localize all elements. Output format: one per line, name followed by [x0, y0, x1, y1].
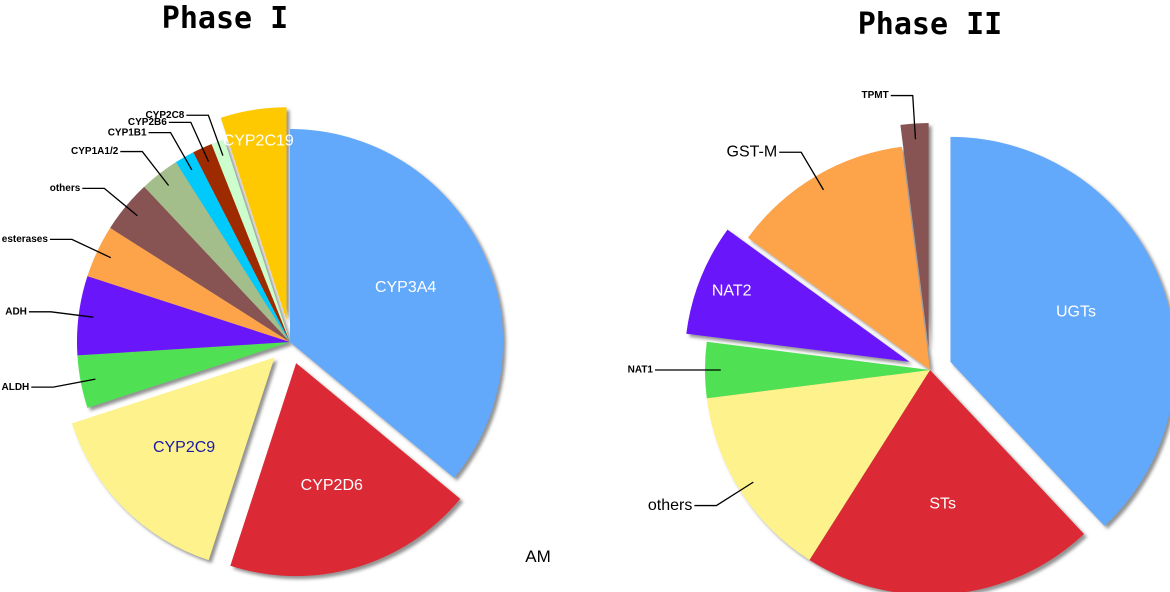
- slice-label: others: [50, 183, 81, 194]
- slice-label: others: [648, 497, 692, 514]
- slice-label: ADH: [5, 306, 27, 317]
- slice-label: CYP2C9: [153, 439, 215, 456]
- slice-label: NAT1: [628, 365, 654, 376]
- pie-slice: [110, 186, 291, 342]
- leader-line: [168, 121, 210, 162]
- slice-label: CYP2B6: [128, 117, 167, 128]
- pie-slice: [290, 129, 503, 478]
- pie-slice: [77, 276, 290, 356]
- annotation: AM: [525, 547, 551, 566]
- leader-line: [31, 378, 96, 388]
- slice-label: esterases: [2, 234, 49, 245]
- pie-slice: [686, 229, 910, 362]
- leader-line: [148, 132, 193, 171]
- pie-slice: [71, 357, 275, 561]
- slice-label: UGTs: [1056, 303, 1096, 320]
- slice-label: CYP2C19: [223, 133, 294, 150]
- leader-line: [779, 151, 825, 191]
- leader-line: [28, 311, 94, 318]
- chart-title: Phase II: [858, 7, 1003, 42]
- pie-slice: [705, 341, 930, 399]
- leader-line: [49, 238, 112, 259]
- pie-slice: [144, 162, 290, 342]
- pie-slice: [900, 123, 929, 349]
- slice-label: NAT2: [712, 283, 752, 300]
- chart-title: Phase I: [162, 1, 288, 36]
- pie-slice: [193, 143, 290, 342]
- pie: [686, 123, 1170, 592]
- leader-line: [186, 114, 224, 156]
- pie-slice: [230, 363, 461, 577]
- slice-label: CYP2C8: [145, 110, 184, 121]
- pie-slice: [77, 342, 290, 408]
- pie-slice: [87, 227, 291, 342]
- pie-slice: [950, 136, 1170, 526]
- pie-slice: [211, 139, 290, 342]
- slice-label: TPMT: [862, 90, 889, 101]
- pie-slice: [175, 152, 290, 342]
- slice-label: CYP1A1/2: [71, 146, 119, 157]
- leader-line: [890, 94, 917, 140]
- slice-label: STs: [929, 496, 956, 513]
- pie-slice: [809, 370, 1085, 592]
- leader-line: [694, 481, 754, 507]
- slice-label: CYP1B1: [108, 127, 147, 138]
- pie-slice: [706, 370, 930, 560]
- slice-label: CYP3A4: [375, 279, 436, 296]
- slice-label: ALDH: [1, 382, 29, 393]
- pie-slice: [220, 107, 287, 321]
- slice-label: GST-M: [727, 143, 778, 160]
- pie: [71, 107, 503, 577]
- leader-line: [82, 187, 138, 217]
- pie-slice: [747, 146, 930, 370]
- leader-line: [120, 150, 170, 186]
- slice-label: CYP2D6: [301, 477, 363, 494]
